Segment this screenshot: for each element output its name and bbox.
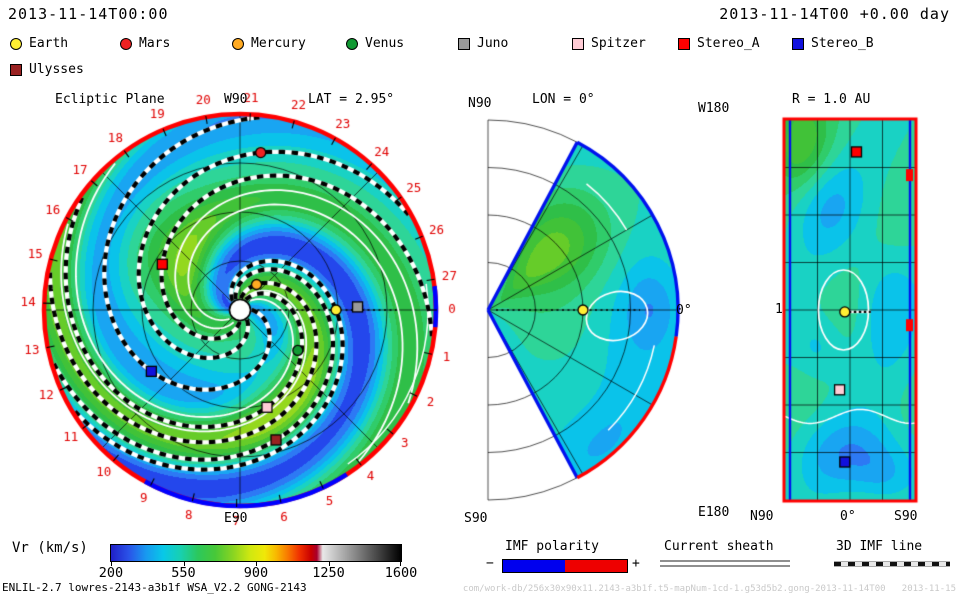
meridional-s-label: S90 (464, 511, 488, 526)
meridional-title: LON = 0° (532, 92, 595, 107)
imf-minus-sign: − (486, 556, 494, 571)
mercury-marker-icon (232, 37, 244, 50)
colorbar-tick: 900 (243, 565, 269, 581)
meridional-n-label: N90 (468, 96, 492, 111)
legend-label: Stereo_B (811, 36, 874, 51)
legend-item-stereo-a: Stereo_A (678, 36, 760, 51)
map-title: R = 1.0 AU (792, 92, 871, 107)
run-path-text: com/work-db/256x30x90x11.2143-a3b1f.t5-m… (462, 584, 956, 594)
colorbar-tick: 550 (171, 565, 196, 581)
ecliptic-bottom-label: E90 (224, 511, 248, 526)
colorbar-tick: 200 (98, 565, 124, 581)
mars-marker-icon (120, 37, 132, 50)
legend-item-earth: Earth (10, 36, 68, 51)
map-w180-label: W180 (698, 101, 730, 116)
map-e180-label: E180 (698, 505, 730, 520)
ecliptic-top-label: W90 (224, 92, 248, 107)
imf-polarity-label: IMF polarity (505, 539, 599, 554)
legend-label: Venus (365, 36, 405, 51)
colorbar-label: Vr (km/s) (12, 540, 88, 556)
timestamp-right: 2013-11-14T00 +0.00 day (719, 5, 950, 23)
legend-label: Juno (477, 36, 509, 51)
meridional-zero-label: 0° (676, 303, 692, 318)
map-zero-tick: 0° (840, 509, 856, 524)
legend-item-mercury: Mercury (232, 36, 306, 51)
imf-plus-sign: + (632, 556, 640, 571)
radius-map-canvas (758, 88, 953, 518)
colorbar-tick: 1600 (384, 565, 418, 581)
legend-label: Earth (29, 36, 69, 51)
current-sheath-label: Current sheath (664, 539, 774, 554)
ecliptic-title: Ecliptic Plane (55, 92, 165, 107)
legend-item-mars: Mars (120, 36, 170, 51)
imf-negative-swatch (503, 560, 565, 572)
earth-marker-icon (10, 37, 22, 50)
legend-label: Mars (139, 36, 171, 51)
spitzer-marker-icon (572, 37, 584, 50)
legend-item-spitzer: Spitzer (572, 36, 646, 51)
imf-line-icon (834, 561, 950, 567)
imf-line-label: 3D IMF line (836, 539, 923, 554)
legend-item-ulysses: Ulysses (10, 62, 84, 77)
map-n90-tick: N90 (750, 509, 774, 524)
venus-marker-icon (346, 37, 358, 50)
timestamp-left: 2013-11-14T00:00 (8, 5, 169, 23)
map-s90-tick: S90 (894, 509, 918, 524)
legend-item-stereo-b: Stereo_B (792, 36, 874, 51)
imf-polarity-icon (502, 559, 628, 573)
current-sheath-icon (660, 560, 790, 567)
ecliptic-plane-canvas (18, 90, 468, 540)
legend-label: Ulysses (29, 62, 84, 77)
colorbar-tick: 1250 (312, 565, 345, 581)
stereo-a-marker-icon (678, 37, 690, 50)
colorbar: 200 550 900 1250 1600 (99, 544, 417, 581)
legend-item-juno: Juno (458, 36, 508, 51)
legend-label: Stereo_A (697, 36, 760, 51)
legend-item-venus: Venus (346, 36, 404, 51)
ulysses-marker-icon (10, 63, 22, 76)
legend-label: Spitzer (591, 36, 646, 51)
legend-label: Mercury (251, 36, 306, 51)
model-version-text: ENLIL-2.7 lowres-2143-a3b1f WSA_V2.2 GON… (2, 581, 307, 594)
imf-positive-swatch (565, 560, 627, 572)
map-side-tick: 1 (775, 302, 783, 317)
juno-marker-icon (458, 37, 470, 50)
stereo-b-marker-icon (792, 37, 804, 50)
ecliptic-lat-label: LAT = 2.95° (308, 92, 395, 107)
meridional-plane-canvas (450, 88, 695, 518)
